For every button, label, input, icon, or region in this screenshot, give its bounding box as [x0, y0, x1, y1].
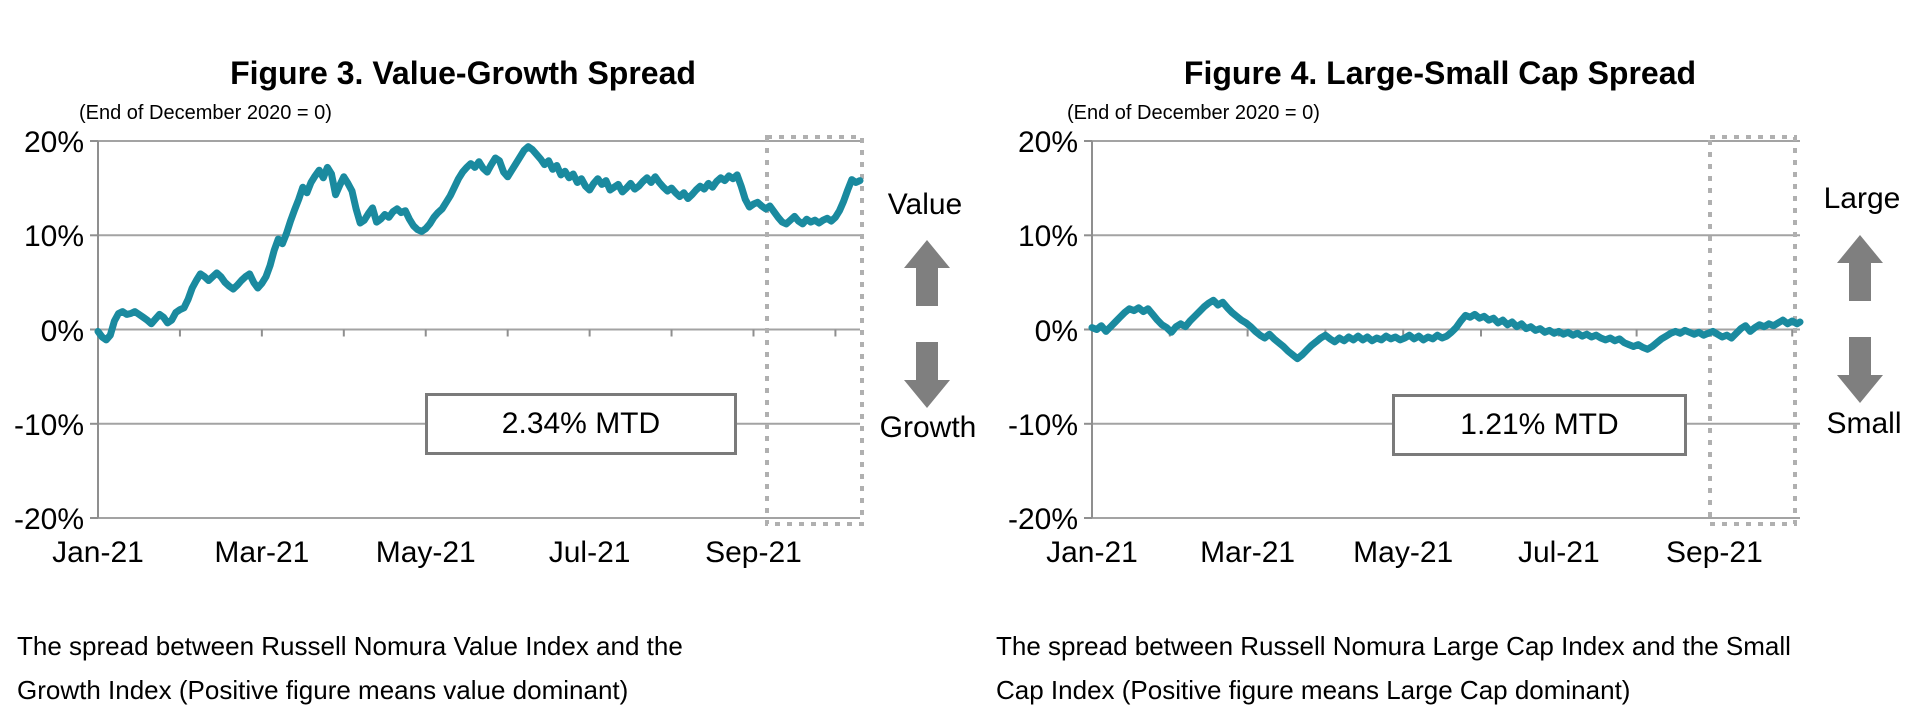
spread-line — [94, 143, 864, 344]
highlight-window-box — [1708, 135, 1797, 526]
figure3-plot — [90, 135, 864, 526]
figure4-plot — [1084, 135, 1804, 526]
highlight-window-box — [765, 135, 864, 526]
spread-line — [1088, 296, 1804, 363]
